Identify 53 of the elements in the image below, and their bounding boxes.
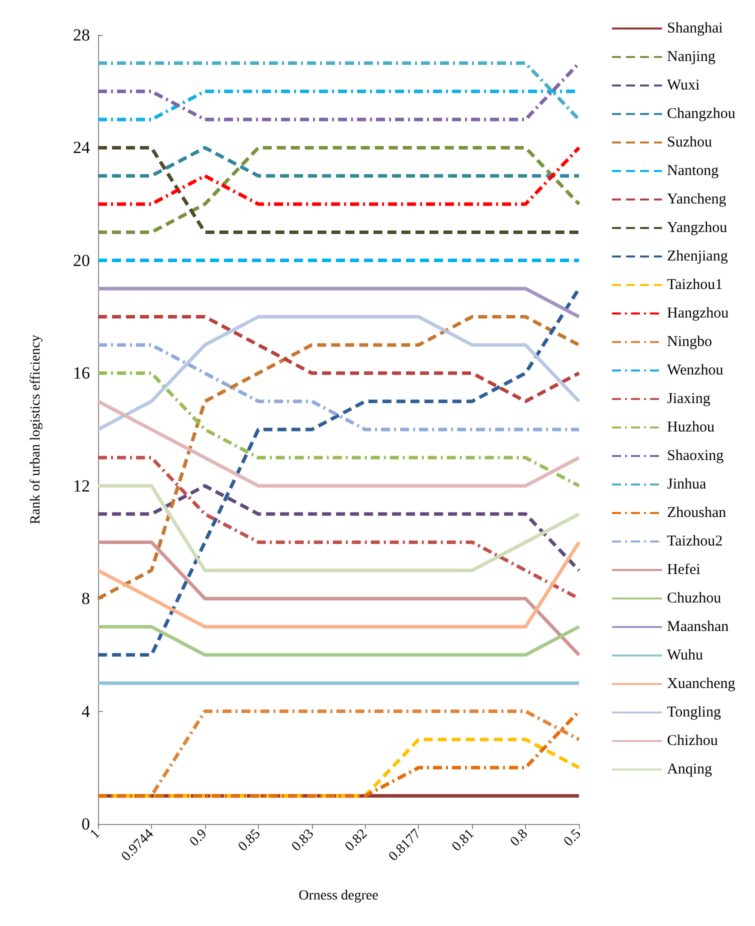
y-tick-label: 28: [73, 26, 90, 44]
y-tick-label: 0: [82, 814, 90, 834]
legend-label: Anqing: [667, 762, 712, 778]
y-tick-label: 24: [73, 138, 90, 158]
y-tick-label: 16: [73, 364, 90, 383]
legend-label: Taizhou1: [667, 277, 723, 293]
line-series: [96, 315, 581, 432]
legend-label: Tongling: [667, 704, 722, 720]
legend-label: Xuancheng: [667, 676, 736, 692]
legend-label: Jiaxing: [667, 391, 711, 407]
legend-label: Jinhua: [667, 476, 707, 492]
legend-label: Suzhou: [667, 134, 712, 150]
x-tick-label: 0.82: [342, 826, 371, 855]
legend-label: Yangzhou: [667, 220, 728, 236]
legend-label: Huzhou: [667, 420, 715, 436]
line-series: [96, 456, 581, 600]
y-tick-label: 4: [82, 702, 90, 721]
line-series: [96, 315, 581, 600]
legend-label: Zhenjiang: [667, 248, 728, 264]
legend-label: Wenzhou: [667, 362, 724, 378]
y-tick-label: 20: [73, 250, 90, 270]
y-tick-label: 8: [82, 589, 90, 608]
line-series: [96, 371, 581, 488]
legend-label: Nanjing: [667, 49, 716, 65]
legend-label: Ningbo: [667, 334, 712, 350]
legend-label: Maanshan: [667, 619, 730, 635]
y-tick-label: 12: [73, 476, 90, 496]
x-tick-label: 0.9: [187, 826, 210, 850]
line-series: [96, 343, 581, 432]
legend-label: Chuzhou: [667, 590, 722, 606]
legend-label: Hefei: [667, 562, 700, 578]
x-tick-label: 1: [88, 826, 104, 842]
legend-label: Shaoxing: [667, 448, 724, 464]
x-tick-label: 0.85: [236, 826, 264, 855]
y-axis-title: Rank of urban logistics efficiency: [28, 334, 44, 524]
legend-label: Yancheng: [667, 192, 727, 208]
x-tick-label: 0.81: [449, 826, 478, 855]
x-axis-title: Orness degree: [298, 888, 378, 904]
legend-label: Changzhou: [667, 106, 736, 122]
line-series: [96, 400, 581, 488]
legend-label: Chizhou: [667, 733, 718, 749]
x-tick-label: 0.8: [508, 826, 531, 850]
line-series: [96, 540, 581, 628]
line-series: [96, 315, 581, 404]
x-tick-label: 0.83: [289, 826, 318, 855]
x-tick-label: 0.5: [561, 826, 584, 850]
legend-label: Nantong: [667, 163, 720, 179]
legend-label: Wuhu: [667, 648, 704, 664]
legend-label: Wuxi: [667, 78, 700, 94]
legend-label: Hangzhou: [667, 306, 730, 322]
legend-label: Shanghai: [667, 20, 723, 36]
legend-label: Taizhou2: [667, 534, 723, 550]
legend-label: Zhoushan: [667, 505, 727, 521]
